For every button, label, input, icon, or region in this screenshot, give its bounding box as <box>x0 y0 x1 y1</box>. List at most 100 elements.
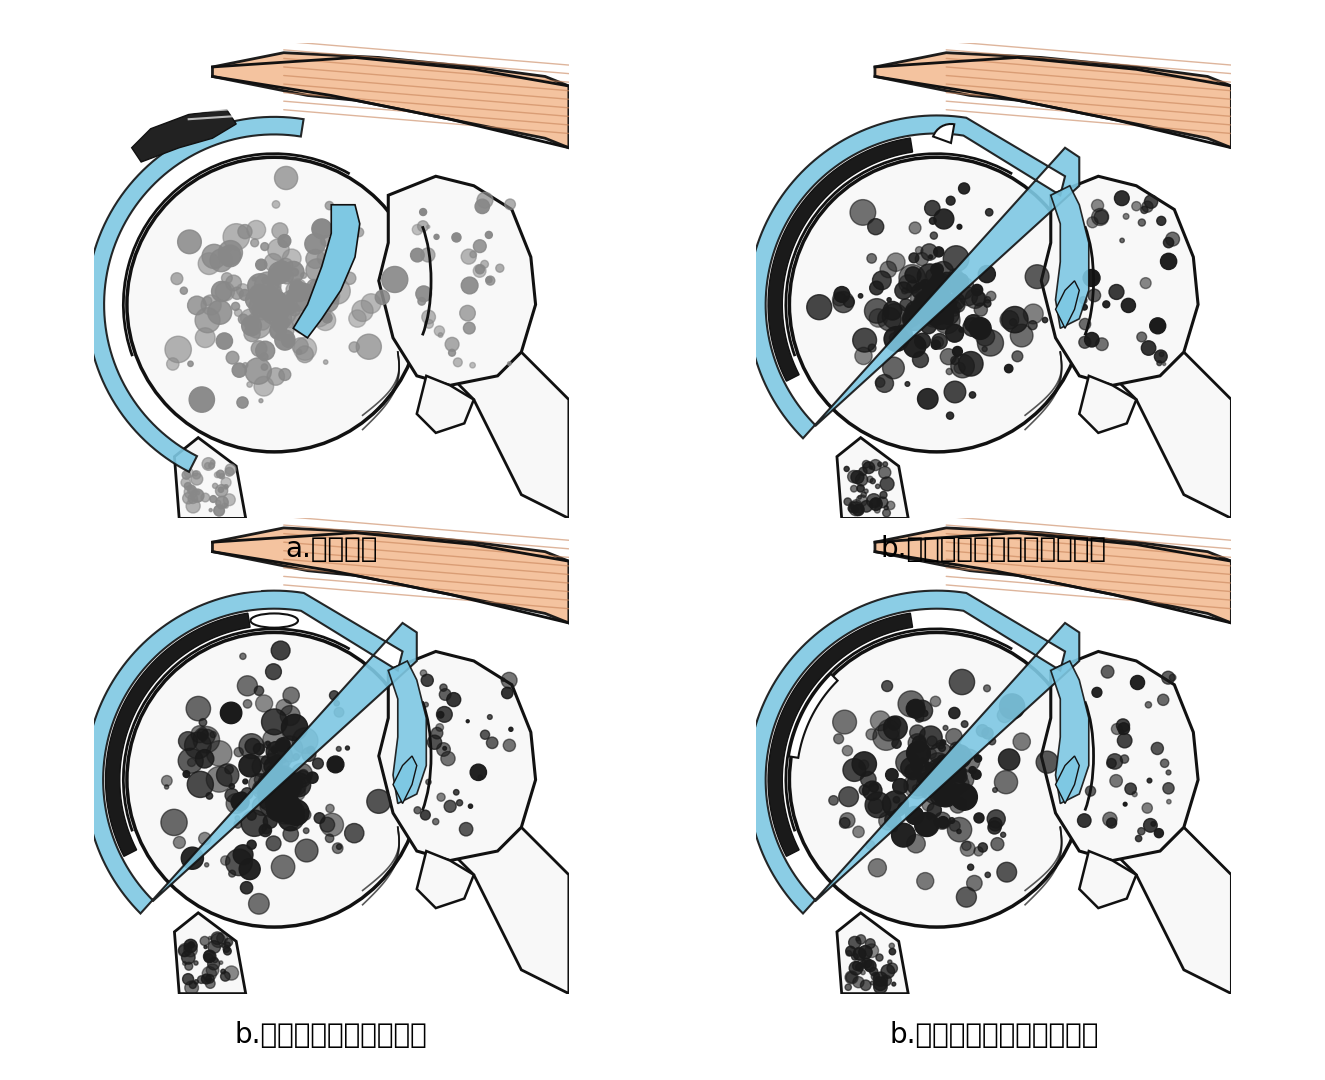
Circle shape <box>261 754 282 775</box>
Circle shape <box>946 197 955 205</box>
Circle shape <box>929 291 946 308</box>
Circle shape <box>435 234 439 240</box>
Circle shape <box>934 293 957 315</box>
Circle shape <box>917 389 938 409</box>
Circle shape <box>457 799 462 806</box>
Circle shape <box>337 845 342 849</box>
Circle shape <box>859 946 872 959</box>
Circle shape <box>266 836 281 851</box>
Circle shape <box>1150 318 1166 334</box>
Circle shape <box>319 818 335 832</box>
Circle shape <box>184 483 192 489</box>
Circle shape <box>871 711 890 731</box>
Polygon shape <box>106 613 250 856</box>
Circle shape <box>307 772 318 783</box>
Circle shape <box>335 231 339 235</box>
Circle shape <box>934 779 943 787</box>
Circle shape <box>935 741 945 748</box>
Circle shape <box>264 771 284 791</box>
Circle shape <box>947 745 971 768</box>
Circle shape <box>1081 305 1088 310</box>
Circle shape <box>276 740 285 747</box>
Circle shape <box>216 485 228 497</box>
Circle shape <box>953 784 958 788</box>
Circle shape <box>195 750 213 768</box>
Circle shape <box>188 494 197 503</box>
Circle shape <box>265 293 292 320</box>
Circle shape <box>260 777 272 789</box>
Circle shape <box>205 978 215 988</box>
Circle shape <box>855 348 872 365</box>
Circle shape <box>290 287 298 296</box>
Circle shape <box>188 296 207 314</box>
Circle shape <box>270 323 286 339</box>
Circle shape <box>872 972 880 981</box>
Circle shape <box>272 755 282 766</box>
Circle shape <box>987 810 1006 828</box>
Circle shape <box>927 313 939 325</box>
Circle shape <box>926 269 938 282</box>
Circle shape <box>941 300 951 311</box>
Circle shape <box>266 766 281 780</box>
Circle shape <box>284 769 295 781</box>
Circle shape <box>262 785 281 802</box>
Polygon shape <box>131 110 236 162</box>
Circle shape <box>942 309 947 314</box>
Circle shape <box>244 325 260 341</box>
Polygon shape <box>874 53 1231 148</box>
Circle shape <box>188 942 195 948</box>
Circle shape <box>412 225 423 234</box>
Circle shape <box>252 756 273 777</box>
Circle shape <box>927 737 937 746</box>
Circle shape <box>949 269 963 284</box>
Circle shape <box>832 711 856 734</box>
Circle shape <box>943 246 969 271</box>
Circle shape <box>260 288 285 314</box>
Circle shape <box>913 352 929 367</box>
Circle shape <box>501 673 517 688</box>
Circle shape <box>182 477 191 487</box>
Circle shape <box>877 308 901 330</box>
Circle shape <box>873 972 888 986</box>
Circle shape <box>235 309 242 316</box>
Circle shape <box>984 873 990 878</box>
Circle shape <box>894 282 912 299</box>
Circle shape <box>916 283 922 289</box>
Circle shape <box>297 284 313 300</box>
Circle shape <box>261 771 277 786</box>
Circle shape <box>356 334 382 360</box>
Circle shape <box>853 504 864 515</box>
Circle shape <box>851 471 864 484</box>
Circle shape <box>1117 733 1132 747</box>
Circle shape <box>280 296 298 314</box>
Circle shape <box>958 352 983 376</box>
Circle shape <box>896 751 920 774</box>
Circle shape <box>988 818 1002 831</box>
Circle shape <box>865 792 890 818</box>
Circle shape <box>925 762 929 767</box>
Circle shape <box>284 768 292 777</box>
Circle shape <box>1170 674 1175 680</box>
Circle shape <box>934 812 951 829</box>
Circle shape <box>303 323 313 333</box>
Ellipse shape <box>250 613 298 627</box>
Circle shape <box>272 310 286 325</box>
Circle shape <box>189 982 196 988</box>
Circle shape <box>188 485 195 492</box>
Circle shape <box>420 208 427 216</box>
Circle shape <box>223 224 249 251</box>
Circle shape <box>294 771 311 787</box>
Circle shape <box>245 357 272 384</box>
Circle shape <box>227 351 238 364</box>
Circle shape <box>927 814 933 820</box>
Circle shape <box>953 347 962 356</box>
Circle shape <box>860 980 871 990</box>
Circle shape <box>942 778 950 784</box>
Circle shape <box>282 335 294 347</box>
Circle shape <box>216 500 221 505</box>
Circle shape <box>227 794 246 813</box>
Circle shape <box>856 504 864 513</box>
Circle shape <box>927 758 954 784</box>
Circle shape <box>306 259 329 281</box>
Circle shape <box>942 756 961 774</box>
